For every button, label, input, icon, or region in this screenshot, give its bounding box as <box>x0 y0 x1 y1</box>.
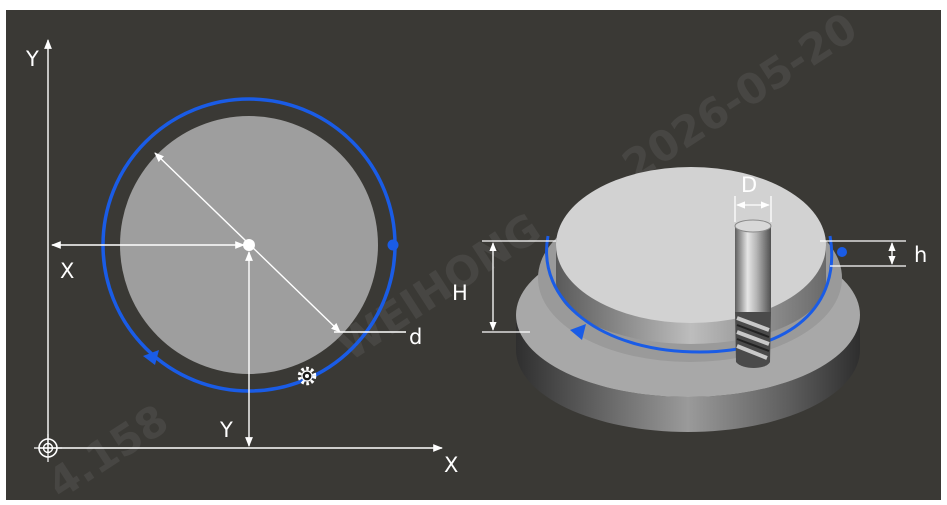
groove-start-point <box>837 247 847 257</box>
workpiece-side <box>516 315 860 432</box>
step-label: h <box>914 243 927 267</box>
x-axis-label: X <box>444 453 458 477</box>
right-diagram: D H h <box>452 167 927 432</box>
y-axis-label: Y <box>25 47 39 71</box>
groove-toolpath <box>545 235 834 354</box>
left-diagram: Y X d X Y <box>25 39 458 477</box>
end-mill-icon <box>734 219 772 368</box>
toolpath-direction-arrow <box>143 350 159 365</box>
dim-y-label: Y <box>219 418 233 442</box>
depth-label: H <box>452 281 468 305</box>
groove-direction-arrow <box>570 324 586 340</box>
dim-d-label: d <box>409 325 422 349</box>
center-point <box>243 239 255 251</box>
toolpath-start-point <box>387 239 399 251</box>
origin-target-icon <box>34 434 62 462</box>
tool-diameter-label: D <box>741 173 757 197</box>
gear-icon <box>297 366 317 386</box>
dim-x-label: X <box>60 259 74 283</box>
boss-top <box>556 167 826 323</box>
